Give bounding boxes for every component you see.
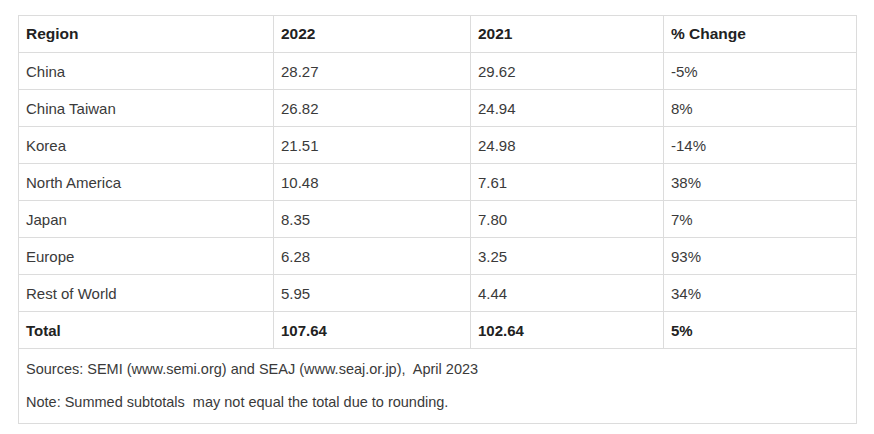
cell-2021: 29.62 <box>471 53 664 90</box>
cell-2022: 21.51 <box>274 127 471 164</box>
table-row-china: China 28.27 29.62 -5% <box>19 53 857 90</box>
cell-2022: 8.35 <box>274 201 471 238</box>
column-header-change: % Change <box>664 16 857 53</box>
cell-2022: 5.95 <box>274 275 471 312</box>
cell-change: 34% <box>664 275 857 312</box>
table-row-total: Total 107.64 102.64 5% <box>19 312 857 349</box>
page: { "chart_data": { "type": "table", "titl… <box>0 0 874 434</box>
cell-change: 8% <box>664 90 857 127</box>
cell-2021: 3.25 <box>471 238 664 275</box>
cell-region: China Taiwan <box>19 90 274 127</box>
note-text: Note: Summed subtotals may not equal the… <box>26 386 848 419</box>
cell-region: Japan <box>19 201 274 238</box>
cell-change: 38% <box>664 164 857 201</box>
cell-change: 93% <box>664 238 857 275</box>
table-row-europe: Europe 6.28 3.25 93% <box>19 238 857 275</box>
column-header-region: Region <box>19 16 274 53</box>
table-row-korea: Korea 21.51 24.98 -14% <box>19 127 857 164</box>
cell-2021: 24.94 <box>471 90 664 127</box>
cell-total-label: Total <box>19 312 274 349</box>
footer-cell: Sources: SEMI (www.semi.org) and SEAJ (w… <box>19 349 857 424</box>
cell-region: China <box>19 53 274 90</box>
cell-2021: 4.44 <box>471 275 664 312</box>
cell-region: Rest of World <box>19 275 274 312</box>
cell-2022: 6.28 <box>274 238 471 275</box>
table-row-north-america: North America 10.48 7.61 38% <box>19 164 857 201</box>
cell-2022: 28.27 <box>274 53 471 90</box>
cell-2021: 7.61 <box>471 164 664 201</box>
cell-2022: 26.82 <box>274 90 471 127</box>
cell-change: 7% <box>664 201 857 238</box>
footer-row: Sources: SEMI (www.semi.org) and SEAJ (w… <box>19 349 857 424</box>
cell-2021: 24.98 <box>471 127 664 164</box>
column-header-2022: 2022 <box>274 16 471 53</box>
table-row-china-taiwan: China Taiwan 26.82 24.94 8% <box>19 90 857 127</box>
cell-region: North America <box>19 164 274 201</box>
cell-change: -5% <box>664 53 857 90</box>
header-row: Region 2022 2021 % Change <box>19 16 857 53</box>
cell-total-2022: 107.64 <box>274 312 471 349</box>
cell-total-change: 5% <box>664 312 857 349</box>
cell-region: Europe <box>19 238 274 275</box>
sources-text: Sources: SEMI (www.semi.org) and SEAJ (w… <box>26 353 848 386</box>
cell-region: Korea <box>19 127 274 164</box>
cell-2021: 7.80 <box>471 201 664 238</box>
column-header-2021: 2021 <box>471 16 664 53</box>
cell-2022: 10.48 <box>274 164 471 201</box>
table-row-rest-of-world: Rest of World 5.95 4.44 34% <box>19 275 857 312</box>
cell-total-2021: 102.64 <box>471 312 664 349</box>
cell-change: -14% <box>664 127 857 164</box>
billings-table: Region 2022 2021 % Change China 28.27 29… <box>18 15 857 424</box>
table-row-japan: Japan 8.35 7.80 7% <box>19 201 857 238</box>
